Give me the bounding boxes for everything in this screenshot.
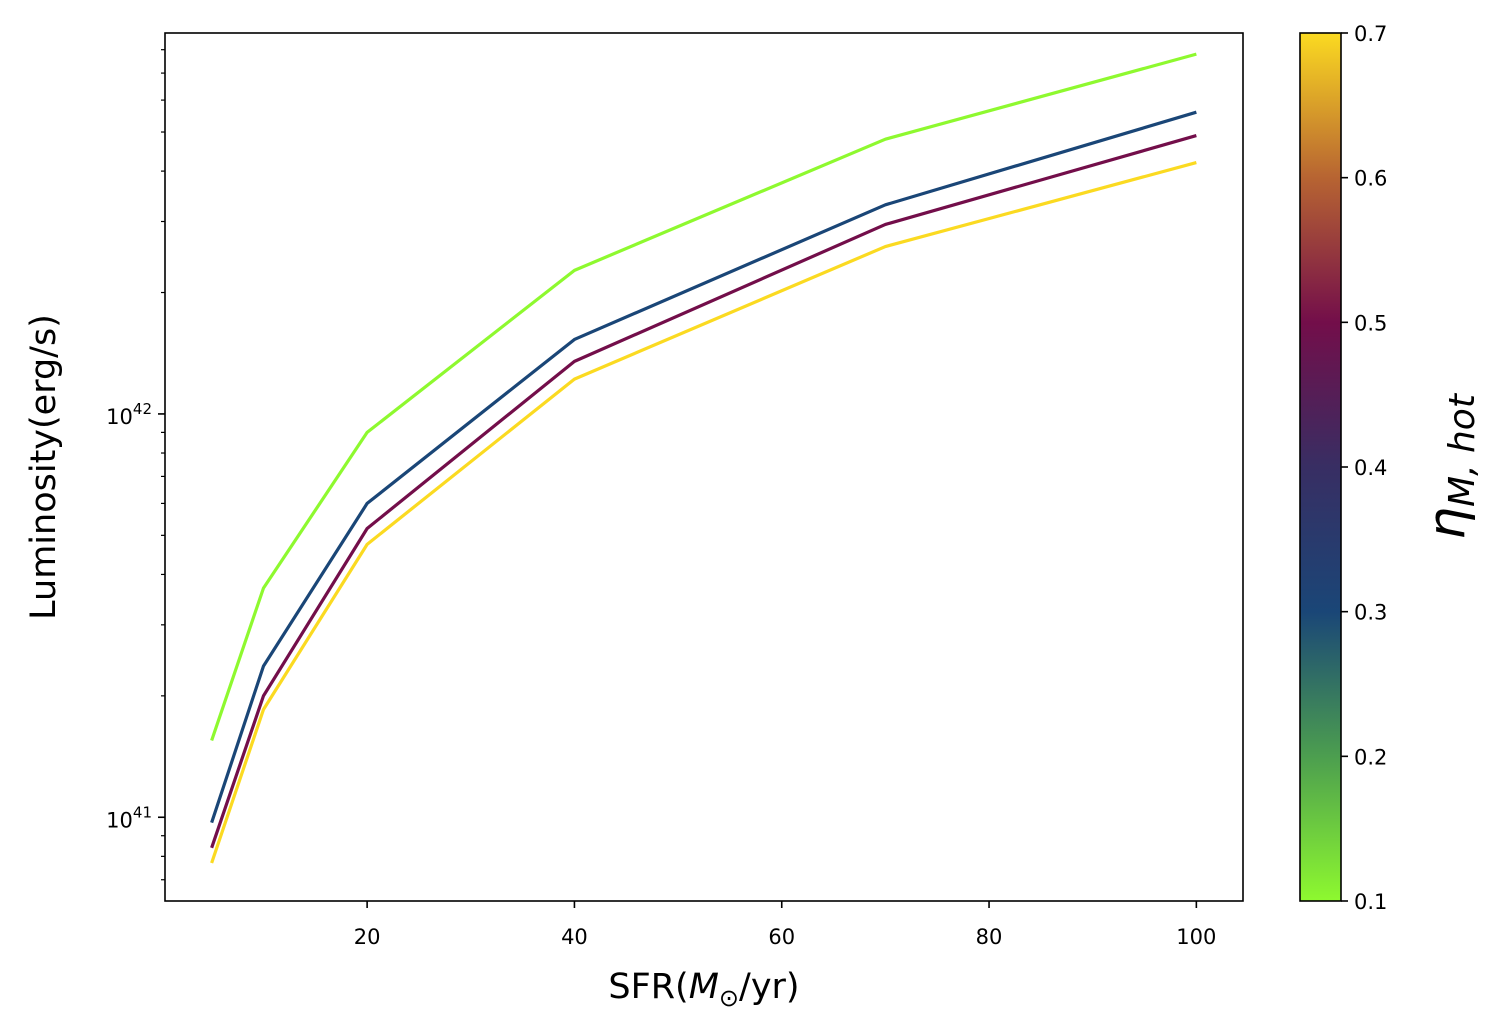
colorbar: 0.1 0.2 0.3 0.4 0.5 0.6 0.7 ηM, hot — [1299, 22, 1483, 914]
y-tick-label-42: 1042 — [106, 400, 152, 429]
colorbar-tick-label-0.2: 0.2 — [1354, 745, 1387, 769]
series-line-eta-0.7 — [210, 161, 1197, 864]
colorbar-ticks: 0.1 0.2 0.3 0.4 0.5 0.6 0.7 — [1341, 22, 1387, 914]
colorbar-label: ηM, hot — [1417, 392, 1483, 540]
x-tick-label-40: 40 — [561, 925, 588, 949]
series-layer — [210, 52, 1197, 864]
x-tick-label-80: 80 — [976, 925, 1003, 949]
x-tick-label-60: 60 — [768, 925, 795, 949]
y-axis-label: Luminosity(erg/s) — [24, 314, 64, 620]
colorbar-tick-label-0.5: 0.5 — [1354, 311, 1387, 335]
series-line-eta-0.5 — [210, 134, 1197, 849]
colorbar-tick-label-0.1: 0.1 — [1354, 890, 1387, 914]
x-tick-label-20: 20 — [354, 925, 381, 949]
y-tick-label-41: 1041 — [106, 803, 152, 832]
colorbar-tick-label-0.4: 0.4 — [1354, 456, 1387, 480]
x-tick-label-100: 100 — [1176, 925, 1216, 949]
colorbar-tick-label-0.6: 0.6 — [1354, 167, 1387, 191]
plot-frame — [164, 32, 1244, 902]
series-line-eta-0.1 — [210, 52, 1197, 742]
colorbar-tick-label-0.7: 0.7 — [1354, 22, 1387, 46]
colorbar-gradient — [1299, 32, 1342, 902]
x-axis-label: SFR(M⊙/yr) — [608, 967, 799, 1012]
axis-layer: 20 40 60 80 100 1041 1042 — [106, 49, 1216, 949]
series-line-eta-0.3 — [210, 110, 1197, 824]
plot-background — [165, 33, 1243, 901]
colorbar-tick-label-0.3: 0.3 — [1354, 601, 1387, 625]
